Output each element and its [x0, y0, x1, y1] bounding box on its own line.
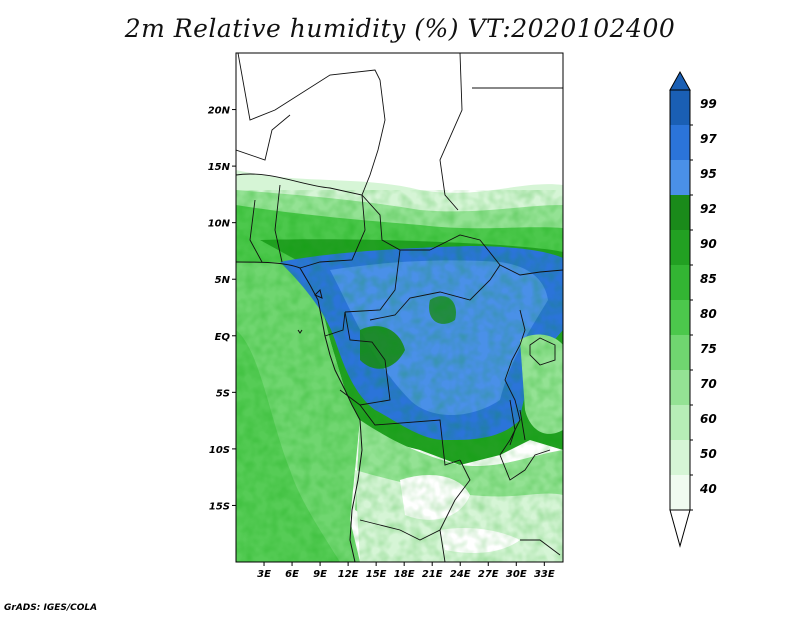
- lon-tick-label: 21E: [422, 569, 443, 580]
- colorbar-label: 95: [700, 167, 717, 181]
- latitude-axis: 20N 15N 10N 5N EQ 5S 10S 15S: [208, 106, 236, 512]
- map-area: [236, 53, 563, 562]
- colorbar-swatch: [670, 440, 690, 475]
- lat-tick-label: 20N: [208, 106, 231, 117]
- lat-tick-label: 10S: [209, 445, 230, 456]
- colorbar-swatch: [670, 160, 690, 195]
- colorbar-swatch: [670, 475, 690, 510]
- lat-tick-label: 10N: [208, 219, 231, 230]
- lat-tick-label: 5N: [215, 275, 231, 286]
- colorbar-swatch: [670, 265, 690, 300]
- colorbar-label: 50: [700, 447, 717, 461]
- colorbar-swatch: [670, 125, 690, 160]
- colorbar-bottom-arrow: [669, 509, 691, 548]
- lon-tick-label: 30E: [506, 569, 527, 580]
- colorbar-swatch: [670, 300, 690, 335]
- colorbar-label: 80: [700, 307, 717, 321]
- lat-tick-label: 15S: [209, 501, 230, 512]
- map-title: 2m Relative humidity (%) VT:2020102400: [124, 14, 676, 43]
- colorbar-swatch: [670, 370, 690, 405]
- lat-tick-label: 5S: [216, 388, 230, 399]
- longitude-axis: 3E 6E 9E 12E 15E 18E 21E 24E 27E 30E 33E: [257, 562, 555, 580]
- lon-tick-label: 27E: [478, 569, 499, 580]
- lon-tick-label: 18E: [394, 569, 415, 580]
- colorbar-label: 70: [700, 377, 717, 391]
- colorbar-top-arrow: [669, 70, 691, 91]
- country-borders: [236, 53, 563, 562]
- humidity-field: [236, 170, 563, 562]
- lon-tick-label: 12E: [338, 569, 359, 580]
- grads-credit: GrADS: IGES/COLA: [4, 603, 98, 613]
- colorbar-label: 90: [700, 237, 717, 251]
- colorbar-swatch: [670, 335, 690, 370]
- coastline: [236, 261, 363, 562]
- colorbar-label: 99: [700, 97, 717, 111]
- colorbar-swatch: [670, 230, 690, 265]
- lon-tick-label: 24E: [450, 569, 471, 580]
- colorbar-label: 75: [700, 342, 717, 356]
- colorbar-swatch: [670, 195, 690, 230]
- colorbar-label: 40: [699, 482, 717, 496]
- lat-tick-label: 15N: [208, 162, 231, 173]
- lon-tick-label: 6E: [285, 569, 299, 580]
- colorbar-label: 60: [700, 412, 717, 426]
- lon-tick-label: 33E: [534, 569, 555, 580]
- lon-tick-label: 3E: [257, 569, 271, 580]
- lon-tick-label: 9E: [313, 569, 327, 580]
- colorbar-swatch: [670, 405, 690, 440]
- lat-tick-label: EQ: [215, 332, 231, 343]
- colorbar-label: 97: [700, 132, 717, 146]
- map-frame: [235, 52, 564, 563]
- colorbar-label: 92: [700, 202, 717, 216]
- colorbar-label: 85: [700, 272, 717, 286]
- colorbar-swatch: [670, 90, 690, 125]
- colorbar: 99 97 95 92 90 85 80 75 70 60 50 40: [669, 70, 717, 548]
- lon-tick-label: 15E: [366, 569, 387, 580]
